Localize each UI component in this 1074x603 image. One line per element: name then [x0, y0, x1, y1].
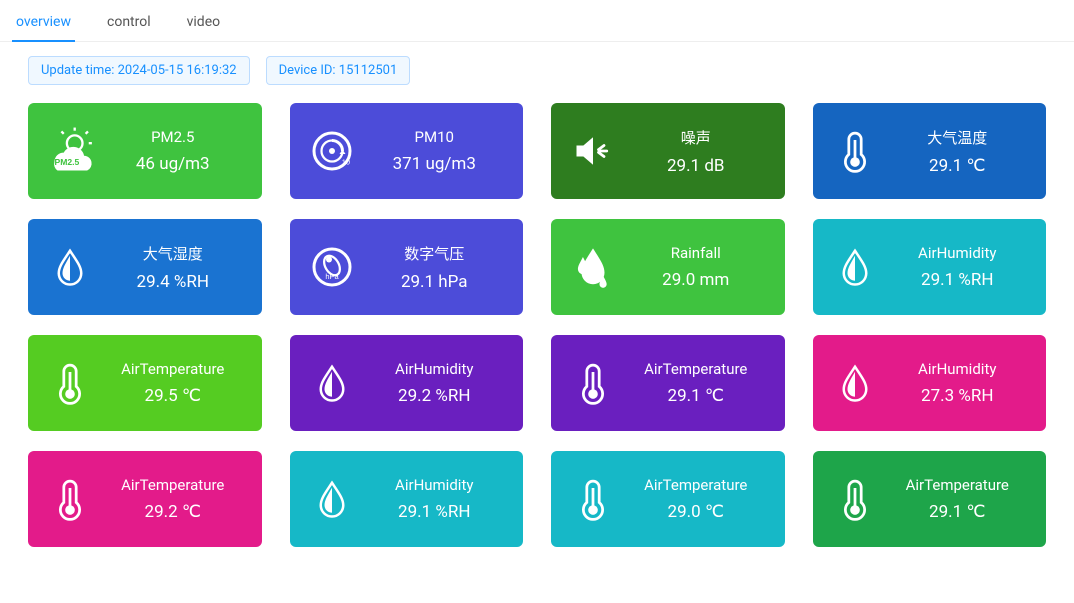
device-id-pill: Device ID: 15112501	[266, 56, 411, 85]
sensor-card[interactable]: AirTemperature 29.1 ℃	[813, 451, 1047, 547]
sensor-card-label: Rainfall	[621, 244, 771, 262]
sensor-card[interactable]: AirHumidity 29.1 %RH	[290, 451, 524, 547]
sensor-card-value: 29.1 ℃	[883, 502, 1033, 522]
sensor-card-value: 46 ug/m3	[98, 154, 248, 174]
sensor-card-value: 29.1 %RH	[883, 270, 1033, 290]
device-id-label: Device ID:	[279, 63, 336, 78]
sensor-card-label: PM2.5	[98, 128, 248, 146]
pm25-icon: PM2.5	[42, 123, 98, 179]
sensor-card-value: 29.1 ℃	[621, 386, 771, 406]
rain-icon	[565, 239, 621, 295]
droplet-icon	[827, 239, 883, 295]
sensor-card-text: 大气温度 29.1 ℃	[883, 127, 1033, 176]
sensor-card-text: AirHumidity 27.3 %RH	[883, 360, 1033, 406]
sensor-card-label: 大气湿度	[98, 243, 248, 264]
sensor-card[interactable]: 大气湿度 29.4 %RH	[28, 219, 262, 315]
droplet-icon	[42, 239, 98, 295]
tab-control[interactable]: control	[103, 10, 155, 41]
update-time-label: Update time:	[41, 63, 114, 78]
sensor-card-label: 数字气压	[360, 243, 510, 264]
sensor-card-label: AirTemperature	[621, 360, 771, 378]
thermometer-icon	[827, 123, 883, 179]
sensor-card-label: AirTemperature	[883, 476, 1033, 494]
sensor-card-text: Rainfall 29.0 mm	[621, 244, 771, 290]
sensor-card-value: 29.0 ℃	[621, 502, 771, 522]
sensor-card-text: AirHumidity 29.1 %RH	[883, 244, 1033, 290]
sensor-card-value: 371 ug/m3	[360, 154, 510, 174]
pressure-icon: hPa	[304, 239, 360, 295]
svg-text:PM2.5: PM2.5	[54, 157, 79, 167]
tab-overview[interactable]: overview	[12, 10, 75, 42]
sensor-card[interactable]: PM2.5 PM2.5 46 ug/m3	[28, 103, 262, 199]
sensor-card-text: PM2.5 46 ug/m3	[98, 128, 248, 174]
update-time-value: 2024-05-15 16:19:32	[118, 63, 237, 78]
sensor-card[interactable]: AirHumidity 27.3 %RH	[813, 335, 1047, 431]
svg-text:10: 10	[341, 158, 349, 167]
sensor-card-label: AirTemperature	[98, 360, 248, 378]
sensor-card[interactable]: AirTemperature 29.5 ℃	[28, 335, 262, 431]
sensor-card-value: 29.0 mm	[621, 270, 771, 290]
sensor-card-text: AirHumidity 29.2 %RH	[360, 360, 510, 406]
sensor-card-label: PM10	[360, 128, 510, 146]
sensor-card-value: 29.4 %RH	[98, 272, 248, 292]
sensor-card[interactable]: AirHumidity 29.2 %RH	[290, 335, 524, 431]
sensor-card[interactable]: AirTemperature 29.1 ℃	[551, 335, 785, 431]
sensor-card-value: 29.1 ℃	[883, 156, 1033, 176]
sensor-card[interactable]: Rainfall 29.0 mm	[551, 219, 785, 315]
sensor-card[interactable]: AirTemperature 29.0 ℃	[551, 451, 785, 547]
droplet-icon	[304, 355, 360, 411]
noise-icon	[565, 123, 621, 179]
sensor-card-value: 27.3 %RH	[883, 386, 1033, 406]
sensor-card-label: AirHumidity	[360, 476, 510, 494]
sensor-card-text: PM10 371 ug/m3	[360, 128, 510, 174]
sensor-card-text: 噪声 29.1 dB	[621, 127, 771, 176]
sensor-card-label: AirHumidity	[883, 360, 1033, 378]
sensor-card-label: AirHumidity	[360, 360, 510, 378]
droplet-icon	[827, 355, 883, 411]
thermometer-icon	[565, 471, 621, 527]
info-row: Update time: 2024-05-15 16:19:32 Device …	[0, 42, 1074, 93]
sensor-card-value: 29.1 %RH	[360, 502, 510, 522]
sensor-grid: PM2.5 PM2.5 46 ug/m3 10 PM10 371 ug/m3 噪声 2…	[0, 93, 1074, 567]
tab-video[interactable]: video	[183, 10, 225, 41]
tabs-bar: overview control video	[0, 0, 1074, 42]
thermometer-icon	[565, 355, 621, 411]
pm10-icon: 10	[304, 123, 360, 179]
device-id-value: 15112501	[339, 63, 397, 78]
sensor-card-label: AirTemperature	[98, 476, 248, 494]
thermometer-icon	[827, 471, 883, 527]
sensor-card-value: 29.2 ℃	[98, 502, 248, 522]
sensor-card-label: 噪声	[621, 127, 771, 148]
sensor-card[interactable]: 10 PM10 371 ug/m3	[290, 103, 524, 199]
sensor-card-text: AirTemperature 29.5 ℃	[98, 360, 248, 406]
sensor-card-label: 大气温度	[883, 127, 1033, 148]
thermometer-icon	[42, 471, 98, 527]
sensor-card-value: 29.5 ℃	[98, 386, 248, 406]
sensor-card-value: 29.2 %RH	[360, 386, 510, 406]
thermometer-icon	[42, 355, 98, 411]
sensor-card-text: AirTemperature 29.0 ℃	[621, 476, 771, 522]
sensor-card[interactable]: AirTemperature 29.2 ℃	[28, 451, 262, 547]
sensor-card[interactable]: AirHumidity 29.1 %RH	[813, 219, 1047, 315]
sensor-card-text: AirHumidity 29.1 %RH	[360, 476, 510, 522]
sensor-card[interactable]: 大气温度 29.1 ℃	[813, 103, 1047, 199]
sensor-card-text: AirTemperature 29.1 ℃	[883, 476, 1033, 522]
sensor-card-text: 数字气压 29.1 hPa	[360, 243, 510, 292]
sensor-card-label: AirHumidity	[883, 244, 1033, 262]
sensor-card-value: 29.1 hPa	[360, 272, 510, 292]
sensor-card-text: 大气湿度 29.4 %RH	[98, 243, 248, 292]
update-time-pill: Update time: 2024-05-15 16:19:32	[28, 56, 250, 85]
sensor-card-text: AirTemperature 29.2 ℃	[98, 476, 248, 522]
sensor-card-text: AirTemperature 29.1 ℃	[621, 360, 771, 406]
svg-text:hPa: hPa	[325, 272, 339, 281]
sensor-card[interactable]: hPa 数字气压 29.1 hPa	[290, 219, 524, 315]
sensor-card-value: 29.1 dB	[621, 156, 771, 176]
sensor-card-label: AirTemperature	[621, 476, 771, 494]
sensor-card[interactable]: 噪声 29.1 dB	[551, 103, 785, 199]
droplet-icon	[304, 471, 360, 527]
